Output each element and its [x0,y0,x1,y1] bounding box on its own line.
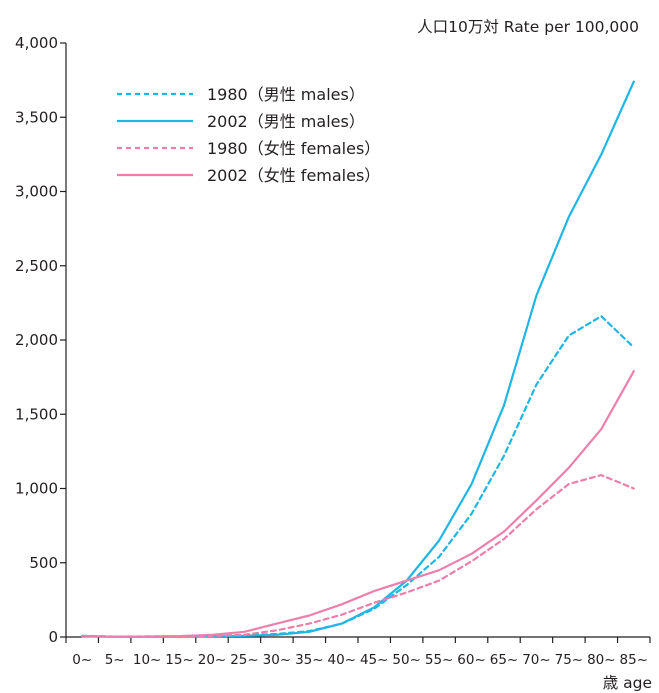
y-tick-label: 4,000 [15,34,58,52]
legend-label-2: 2002（男性 males） [207,112,365,131]
x-tick-label: 65~ [490,652,519,668]
legend-label-4: 2002（女性 females） [207,166,380,185]
series-line-4 [81,370,635,638]
x-tick-label: 20~ [198,652,227,668]
legend-label-1: 1980（男性 males） [207,85,365,104]
series-line-1 [81,315,635,638]
x-tick-label: 55~ [425,652,454,668]
x-tick-label: 35~ [295,652,324,668]
y-tick-label: 3,000 [15,183,58,201]
series-layer [81,80,635,638]
x-tick-label: 0~ [72,652,92,668]
x-tick-label: 15~ [165,652,194,668]
x-tick-label: 75~ [555,652,584,668]
y-tick-label: 2,000 [15,331,58,349]
axes: 0 500 1,000 1,500 2,000 2,500 3,000 3,500 4,000 0… [15,34,651,668]
x-axis-title: 歳 age [603,674,652,692]
y-tick-label: 1,500 [15,405,58,423]
legend: 1980（男性 males） 2002（男性 males） 1980（女性 fema… [117,85,380,185]
x-tick-label: 30~ [263,652,292,668]
x-tick-label: 80~ [587,652,616,668]
x-tick-label: 25~ [230,652,259,668]
x-tick-label: 85~ [620,652,649,668]
y-tick-label: 3,500 [15,108,58,126]
y-tick-label: 500 [29,554,58,572]
y-tick-label: 2,500 [15,257,58,275]
series-line-2 [81,80,635,638]
x-tick-label: 5~ [105,652,125,668]
x-tick-label: 45~ [360,652,389,668]
x-tick-label: 50~ [392,652,421,668]
series-line-3 [81,474,635,638]
y-tick-label: 1,000 [15,480,58,498]
x-tick-label: 60~ [457,652,486,668]
y-axis-title: 人口10万対 Rate per 100,000 [417,18,639,36]
x-tick-label: 10~ [133,652,162,668]
x-tick-label: 70~ [522,652,551,668]
y-tick-label: 0 [48,628,58,646]
legend-label-3: 1980（女性 females） [207,139,380,158]
x-tick-label: 40~ [328,652,357,668]
